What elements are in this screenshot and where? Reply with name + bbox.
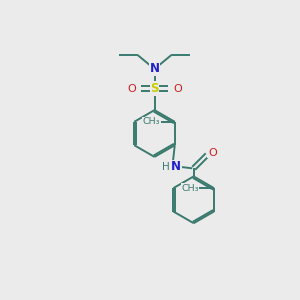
Text: H: H (162, 162, 170, 172)
Text: N: N (171, 160, 181, 173)
Text: O: O (127, 83, 136, 94)
Text: O: O (173, 83, 182, 94)
Text: CH₃: CH₃ (181, 184, 199, 193)
Text: O: O (208, 148, 217, 158)
Text: CH₃: CH₃ (143, 117, 160, 126)
Text: N: N (149, 62, 160, 76)
Text: S: S (150, 82, 159, 95)
